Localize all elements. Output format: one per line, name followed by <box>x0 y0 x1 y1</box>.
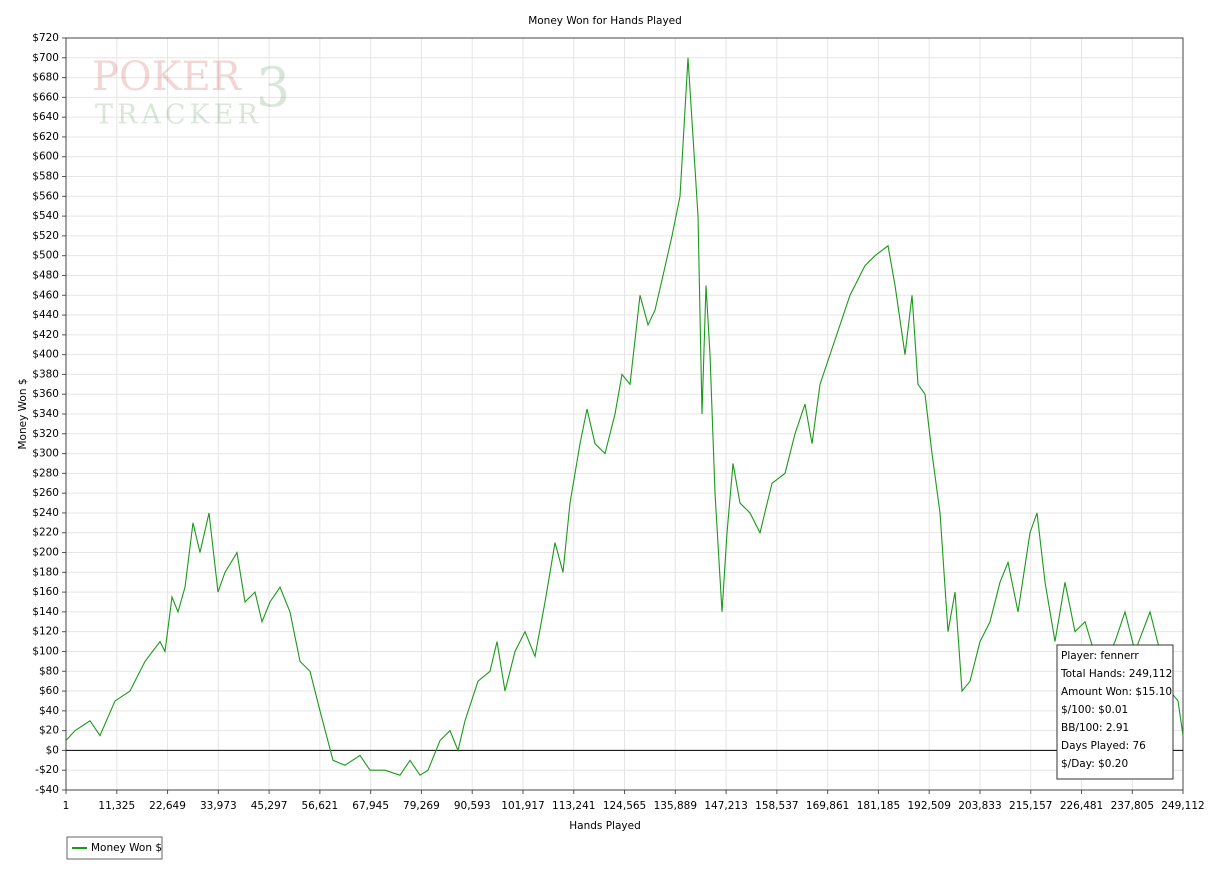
x-tick-label: 158,537 <box>755 800 798 812</box>
y-tick-label: $20 <box>39 725 59 737</box>
legend-box <box>66 836 163 860</box>
x-tick-label: 33,973 <box>200 800 237 812</box>
x-tick-label: 22,649 <box>149 800 186 812</box>
y-tick-label: $700 <box>32 52 59 64</box>
y-tick-label: $300 <box>32 448 59 460</box>
x-tick-label: 169,861 <box>806 800 849 812</box>
chart-title: Money Won for Hands Played <box>528 15 682 27</box>
y-tick-label: $560 <box>32 190 59 202</box>
x-tick-label: 237,805 <box>1111 800 1154 812</box>
y-tick-label: $80 <box>39 665 59 677</box>
x-tick-label: 56,621 <box>302 800 339 812</box>
x-axis-label: Hands Played <box>569 820 640 832</box>
x-tick-label: 147,213 <box>704 800 747 812</box>
y-tick-label: $540 <box>32 210 59 222</box>
y-tick-label: $0 <box>46 744 59 756</box>
watermark: POKER 3 TRACKER <box>92 54 290 131</box>
y-tick-label: $340 <box>32 408 59 420</box>
info-text: $/100: $0.01 <box>1061 704 1128 716</box>
y-tick-label: $140 <box>32 606 59 618</box>
y-tick-label: $500 <box>32 250 59 262</box>
y-axis-label: Money Won $ <box>17 378 29 449</box>
legend-label: Money Won $ <box>91 842 162 854</box>
x-tick-label: 181,185 <box>857 800 900 812</box>
y-tick-label: $280 <box>32 467 59 479</box>
info-text: $/Day: $0.20 <box>1061 758 1128 770</box>
x-tick-label: 1 <box>63 800 70 812</box>
x-tick-label: 45,297 <box>251 800 288 812</box>
y-tick-label: $660 <box>32 91 59 103</box>
x-tick-label: 203,833 <box>958 800 1001 812</box>
info-text: BB/100: 2.91 <box>1061 722 1129 734</box>
y-tick-label: $520 <box>32 230 59 242</box>
y-tick-label: $40 <box>39 705 59 717</box>
y-tick-label: $680 <box>32 72 59 84</box>
x-tick-label: 192,509 <box>907 800 950 812</box>
x-tick-label: 79,269 <box>403 800 440 812</box>
y-tick-label: $620 <box>32 131 59 143</box>
info-box <box>1056 644 1174 780</box>
y-tick-label: $600 <box>32 151 59 163</box>
info-text: Player: fennerr <box>1061 650 1139 662</box>
watermark-text: 3 <box>256 56 290 119</box>
x-tick-label: 101,917 <box>501 800 544 812</box>
x-tick-label: 215,157 <box>1009 800 1052 812</box>
y-tick-label: $720 <box>32 32 59 44</box>
info-text: Total Hands: 249,112 <box>1060 668 1172 680</box>
y-tick-label: $200 <box>32 547 59 559</box>
y-tick-label: -$40 <box>35 784 59 796</box>
x-tick-label: 11,325 <box>98 800 135 812</box>
data-line <box>65 57 1184 776</box>
y-tick-label: $60 <box>39 685 59 697</box>
y-tick-label: $240 <box>32 507 59 519</box>
y-tick-label: $420 <box>32 329 59 341</box>
watermark-text: TRACKER <box>95 100 262 131</box>
x-tick-label: 90,593 <box>454 800 491 812</box>
x-tick-label: 226,481 <box>1060 800 1103 812</box>
y-tick-label: $440 <box>32 309 59 321</box>
plot-border <box>65 37 1184 791</box>
x-tick-label: 124,565 <box>603 800 646 812</box>
y-tick-label: $380 <box>32 368 59 380</box>
y-tick-label: -$20 <box>35 764 59 776</box>
x-tick-label: 135,889 <box>654 800 697 812</box>
y-tick-label: $480 <box>32 269 59 281</box>
y-tick-label: $160 <box>32 586 59 598</box>
y-tick-label: $320 <box>32 428 59 440</box>
y-tick-label: $580 <box>32 171 59 183</box>
watermark-text: POKER <box>92 54 243 100</box>
y-tick-label: $640 <box>32 111 59 123</box>
y-tick-label: $400 <box>32 349 59 361</box>
x-tick-label: 67,945 <box>352 800 389 812</box>
x-tick-label: 249,112 <box>1161 800 1204 812</box>
y-tick-label: $100 <box>32 645 59 657</box>
y-tick-label: $260 <box>32 487 59 499</box>
y-tick-label: $220 <box>32 527 59 539</box>
y-tick-label: $360 <box>32 388 59 400</box>
y-tick-label: $460 <box>32 289 59 301</box>
info-text: Days Played: 76 <box>1061 740 1146 752</box>
info-text: Amount Won: $15.10 <box>1061 686 1172 698</box>
y-tick-label: $120 <box>32 626 59 638</box>
y-tick-label: $180 <box>32 566 59 578</box>
x-tick-label: 113,241 <box>552 800 595 812</box>
